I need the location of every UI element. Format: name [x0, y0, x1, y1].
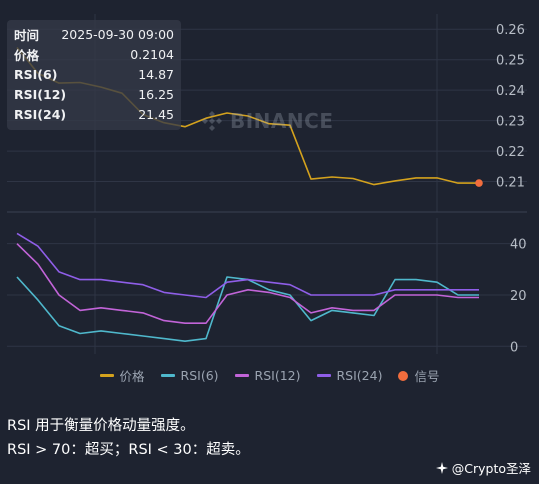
y-tick-label: 0.23 — [496, 115, 525, 130]
legend-swatch — [316, 374, 331, 377]
binance-logo-icon — [202, 111, 222, 131]
legend-label: RSI(24) — [336, 368, 383, 383]
note-line-1: RSI 用于衡量价格动量强度。 — [7, 418, 195, 434]
legend-swatch — [99, 374, 114, 377]
legend-swatch — [398, 370, 409, 381]
tooltip-value: 16.25 — [138, 87, 174, 102]
brand-credit: @Crypto圣泽 — [435, 458, 531, 477]
y-tick-label: 0.25 — [496, 54, 525, 69]
tooltip-value: 2025-09-30 09:00 — [61, 27, 174, 42]
y-tick-label: 20 — [510, 289, 527, 304]
tooltip-row-rsi12: RSI(12) 16.25 — [14, 85, 174, 104]
sparkle-icon — [435, 461, 448, 474]
tooltip-panel: 时间 2025-09-30 09:00 价格 0.2104 RSI(6) 14.… — [7, 20, 181, 130]
legend-swatch — [160, 374, 175, 377]
note-line-2: RSI > 70：超买；RSI < 30：超卖。 — [7, 442, 250, 458]
legend-item-rsi24[interactable]: RSI(24) — [316, 366, 383, 385]
tooltip-label: 时间 — [14, 28, 40, 43]
y-tick-label: 40 — [510, 238, 527, 253]
legend-item-signal[interactable]: 信号 — [398, 366, 439, 385]
tooltip-row-rsi24: RSI(24) 21.45 — [14, 105, 174, 124]
watermark: BINANCE — [200, 107, 333, 135]
tooltip-label: RSI(24) — [14, 107, 67, 122]
legend-label: RSI(6) — [180, 368, 219, 383]
legend-label: 信号 — [414, 369, 440, 384]
legend-item-rsi12[interactable]: RSI(12) — [234, 366, 301, 385]
signal-point[interactable] — [475, 179, 483, 187]
legend: 价格 RSI(6) RSI(12) RSI(24) 信号 — [0, 366, 539, 385]
legend-label: RSI(12) — [254, 368, 301, 383]
tooltip-row-rsi6: RSI(6) 14.87 — [14, 65, 174, 84]
tooltip-label: RSI(12) — [14, 87, 67, 102]
legend-item-rsi6[interactable]: RSI(6) — [160, 366, 219, 385]
tooltip-value: 0.2104 — [130, 47, 174, 62]
legend-label: 价格 — [119, 369, 145, 384]
tooltip-row-price: 价格 0.2104 — [14, 45, 174, 64]
y-tick-label: 0 — [510, 340, 518, 355]
y-tick-label: 0.22 — [496, 145, 525, 160]
series-line-RSI(12) — [16, 243, 479, 325]
rsi-panel: 0 20 40 — [7, 218, 527, 355]
tooltip-value: 14.87 — [138, 67, 174, 82]
y-tick-label: 0.21 — [496, 176, 525, 191]
y-tick-label: 0.26 — [496, 23, 525, 38]
watermark-text: BINANCE — [230, 109, 334, 133]
legend-item-price[interactable]: 价格 — [99, 366, 145, 385]
tooltip-row-time: 时间 2025-09-30 09:00 — [14, 25, 174, 44]
y-tick-label: 0.24 — [496, 84, 525, 99]
tooltip-label: 价格 — [14, 48, 40, 63]
tooltip-value: 21.45 — [138, 107, 174, 122]
brand-text: @Crypto圣泽 — [451, 461, 531, 476]
tooltip-label: RSI(6) — [14, 67, 58, 82]
series-line-RSI(24) — [16, 232, 479, 299]
legend-swatch — [234, 374, 249, 377]
